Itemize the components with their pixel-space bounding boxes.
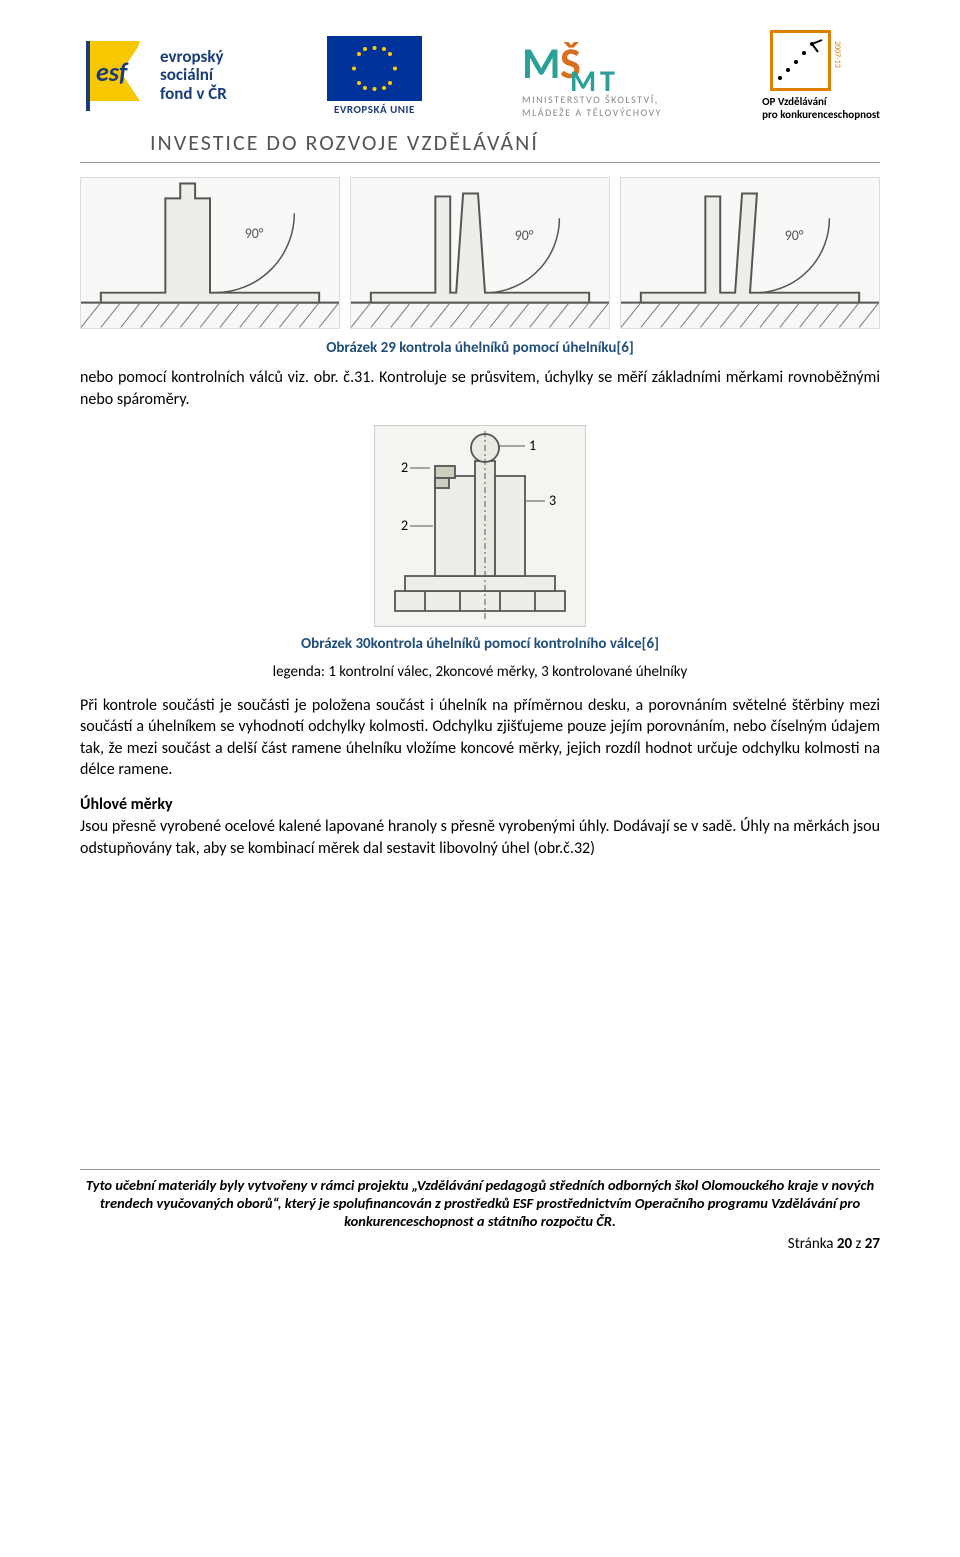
page-mid: z [852, 1235, 865, 1253]
op-line-2: pro konkurenceschopnost [762, 108, 880, 121]
paragraph-2: Při kontrole součásti je součásti je pol… [80, 695, 880, 781]
msmt-line-1: MINISTERSTVO ŠKOLSTVÍ, [522, 93, 662, 106]
msmt-text: MINISTERSTVO ŠKOLSTVÍ, MLÁDEŽE A TĚLOVÝC… [522, 93, 662, 119]
msmt-logo: M Š M T MINISTERSTVO ŠKOLSTVÍ, MLÁDEŽE A… [522, 33, 662, 119]
footer-text: Tyto učební materiály byly vytvořeny v r… [80, 1176, 880, 1230]
header-banner: INVESTICE DO ROZVOJE VZDĚLÁVÁNÍ [150, 129, 880, 156]
paragraph-1: nebo pomocí kontrolních válců viz. obr. … [80, 367, 880, 410]
header-logo-row: esf evropský sociální fond v ČR [80, 30, 880, 121]
figure-29-panel-1: 90° [80, 177, 340, 329]
figure-29-diagram: 90° 90° [80, 177, 880, 329]
header-divider [80, 162, 880, 163]
svg-text:T: T [600, 63, 615, 93]
footer-divider [80, 1169, 880, 1170]
eu-logo: EVROPSKÁ UNIE [327, 36, 422, 116]
svg-text:3: 3 [549, 492, 556, 509]
eu-caption: EVROPSKÁ UNIE [334, 103, 415, 116]
page-current: 20 [837, 1235, 852, 1253]
op-logo: 2007-13 OP Vzdělávání pro konkurencescho… [762, 30, 880, 121]
paragraph-3: Jsou přesně vyrobené ocelové kalené lapo… [80, 816, 880, 859]
angle-label-1: 90° [245, 225, 264, 242]
op-year-label: 2007-13 [832, 41, 842, 68]
figure-29-caption: Obrázek 29 kontrola úhelníků pomocí úhel… [80, 339, 880, 357]
msmt-line-2: MLÁDEŽE A TĚLOVÝCHOVY [522, 106, 662, 119]
esf-flag-icon: esf [80, 33, 150, 118]
document-page: esf evropský sociální fond v ČR [0, 0, 960, 1273]
op-line-1: OP Vzdělávání [762, 95, 880, 108]
op-square-icon: 2007-13 [770, 30, 831, 91]
figure-30-legend: legenda: 1 kontrolní válec, 2koncové měr… [80, 663, 880, 681]
svg-text:2: 2 [401, 459, 408, 476]
figure-30-caption: Obrázek 30kontrola úhelníků pomocí kontr… [80, 635, 880, 653]
esf-logo: esf evropský sociální fond v ČR [80, 33, 227, 118]
page-total: 27 [865, 1235, 880, 1253]
svg-text:1: 1 [529, 437, 536, 454]
esf-line-3: fond v ČR [160, 85, 227, 104]
figure-30-diagram: 2 2 1 3 [80, 425, 880, 627]
eu-flag-icon [327, 36, 422, 101]
esf-text: evropský sociální fond v ČR [160, 48, 227, 104]
svg-text:M: M [570, 63, 596, 93]
svg-text:esf: esf [96, 56, 129, 88]
section-title-uhlove-merky: Úhlové měrky [80, 795, 880, 814]
page-prefix: Stránka [788, 1235, 837, 1253]
angle-label-3: 90° [785, 227, 804, 244]
op-text: OP Vzdělávání pro konkurenceschopnost [762, 95, 880, 121]
svg-text:2: 2 [401, 517, 408, 534]
page-number: Stránka 20 z 27 [80, 1235, 880, 1253]
svg-text:M: M [522, 36, 560, 90]
angle-label-2: 90° [515, 227, 534, 244]
figure-29-panel-2: 90° [350, 177, 610, 329]
figure-29-panel-3: 90° [620, 177, 880, 329]
msmt-logo-icon: M Š M T [522, 33, 642, 93]
